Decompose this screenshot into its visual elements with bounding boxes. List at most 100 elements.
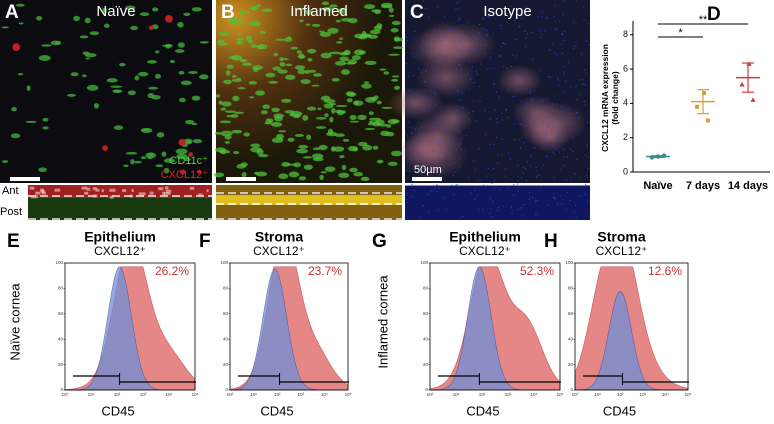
hist-x-tick-label: 10² — [114, 392, 121, 397]
cell — [183, 12, 191, 17]
cell — [86, 84, 99, 91]
hist-title: Stroma — [255, 229, 303, 245]
noise — [561, 33, 563, 35]
cell — [332, 146, 345, 152]
noise — [554, 52, 556, 54]
cell — [26, 85, 31, 92]
cell — [155, 50, 160, 54]
noise — [465, 135, 467, 137]
cell — [220, 130, 233, 137]
hist-x-tick-label: 10¹ — [250, 392, 257, 397]
noise — [478, 148, 480, 150]
cell — [320, 95, 331, 101]
cell — [156, 132, 165, 138]
cell — [183, 138, 193, 144]
noise — [501, 154, 503, 156]
noise — [458, 132, 460, 134]
noise — [508, 152, 510, 154]
cell — [11, 107, 17, 112]
hist-y-tick-label: 60 — [58, 311, 64, 316]
cell — [250, 143, 261, 148]
hist-y-tick-label: 20 — [58, 362, 64, 367]
noise — [500, 24, 502, 26]
cell — [349, 114, 357, 120]
hist-frame — [574, 262, 689, 391]
noise — [520, 207, 522, 209]
cell — [229, 55, 238, 60]
cell — [139, 12, 150, 17]
noise — [538, 174, 540, 176]
noise — [546, 18, 548, 20]
noise — [478, 85, 480, 87]
cell — [25, 120, 37, 124]
hist-y-tick-label: 0 — [570, 387, 573, 392]
panel-letter: F — [199, 231, 211, 252]
noise — [584, 100, 586, 102]
noise — [464, 115, 466, 117]
cell — [279, 57, 284, 62]
noise — [496, 91, 498, 93]
cell — [391, 75, 400, 78]
noise — [406, 193, 408, 195]
noise — [479, 180, 481, 182]
noise — [487, 16, 489, 18]
noise — [517, 175, 519, 177]
noise — [586, 201, 588, 203]
noise — [515, 38, 517, 40]
noise — [585, 155, 587, 157]
noise — [443, 197, 445, 199]
cell — [369, 29, 381, 35]
noise — [484, 53, 486, 55]
noise — [465, 38, 467, 40]
hist-x-tick-label: 10⁵ — [557, 392, 564, 397]
noise — [514, 95, 516, 97]
noise — [498, 207, 500, 209]
noise — [461, 148, 463, 150]
noise — [497, 162, 499, 164]
noise — [457, 20, 459, 22]
noise — [421, 49, 423, 51]
noise — [543, 137, 545, 139]
noise — [406, 198, 408, 200]
hist-x-tick-label: 10³ — [140, 392, 147, 397]
noise — [588, 43, 590, 45]
noise — [542, 164, 544, 166]
cell — [163, 167, 170, 174]
noise — [567, 156, 569, 158]
noise — [525, 168, 527, 170]
cell — [223, 79, 232, 85]
noise — [539, 69, 541, 71]
noise — [455, 184, 457, 186]
noise — [458, 17, 460, 19]
noise — [414, 128, 416, 130]
noise — [422, 0, 424, 2]
hist-y-tick-label: 0 — [60, 387, 63, 392]
noise — [456, 2, 458, 4]
cell — [36, 15, 43, 21]
noise — [557, 84, 559, 86]
noise — [554, 20, 556, 22]
percent: 26.2% — [155, 264, 189, 278]
noise — [427, 158, 429, 160]
hist-subtitle: CXCL12⁺ — [253, 244, 305, 258]
cxcl-spot — [197, 169, 202, 174]
noise — [422, 204, 424, 206]
noise — [459, 99, 461, 101]
noise — [424, 126, 426, 128]
cell — [364, 60, 377, 65]
noise — [563, 72, 565, 74]
noise — [475, 43, 477, 45]
cell — [390, 150, 402, 157]
cell — [174, 49, 185, 53]
noise — [507, 117, 509, 119]
cell — [273, 52, 279, 57]
cell — [351, 55, 361, 61]
cell — [155, 164, 164, 168]
cell — [239, 22, 247, 25]
noise — [575, 41, 577, 43]
cell — [265, 72, 276, 78]
cell — [376, 159, 384, 164]
noise — [470, 78, 472, 80]
noise — [532, 98, 534, 100]
cell — [180, 80, 192, 86]
